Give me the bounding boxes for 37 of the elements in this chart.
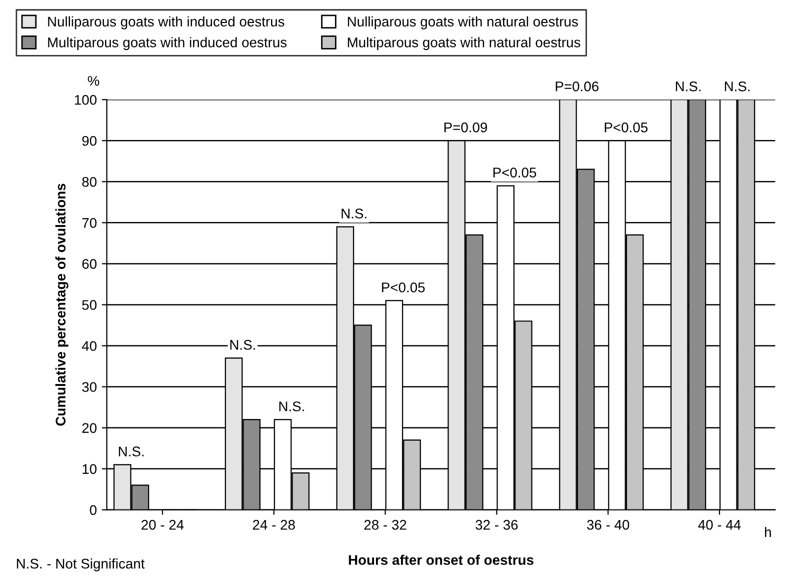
text: h (765, 526, 771, 538)
y-tick-label: 10 (82, 464, 97, 474)
x-tick-label: 24 - 28 (252, 520, 295, 530)
annotation: N.S. (342, 208, 366, 218)
legend-label: Multiparous goats with induced oestrus (48, 37, 287, 50)
text: N.S. (676, 81, 701, 92)
text: % (88, 76, 100, 86)
y-tick-label: 90 (82, 136, 97, 146)
annotation: P<0.05 (604, 122, 648, 132)
y-tick-label: 0 (90, 505, 97, 515)
x-tick-label: 40 - 44 (698, 520, 741, 530)
annotation: N.S. (230, 340, 255, 350)
annotation: P<0.05 (493, 168, 536, 178)
y-tick-label: 30 (82, 382, 97, 392)
x-tick-label: 36 - 40 (586, 520, 630, 530)
y-axis-title: Cumulative percentage of ovulations (55, 184, 68, 426)
x-tick-label: 28 - 32 (364, 520, 406, 530)
x-axis-title: Hours after onset of oestrus (348, 554, 534, 565)
y-tick-label: 80 (82, 176, 97, 187)
text: P=0.06 (556, 81, 598, 92)
legend-label: Multiparous goats with natural oestrus (348, 37, 580, 50)
y-tick-label: 100 (74, 94, 97, 105)
y-tick-label: 40 (82, 341, 97, 351)
annotation: P<0.05 (382, 282, 425, 292)
text: N.S. (724, 81, 750, 92)
text: N.S. - Not Significant (16, 558, 145, 572)
y-tick-label: 50 (82, 300, 97, 310)
legend-label: Nulliparous goats with induced oestrus (48, 16, 284, 30)
annotation: P=0.09 (444, 122, 488, 132)
legend-label: Nulliparous goats with natural oestrus (348, 16, 578, 30)
annotation: N.S. (118, 446, 144, 456)
x-tick-label: 32 - 36 (476, 520, 518, 530)
y-tick-label: 20 (82, 423, 97, 433)
y-tick-label: 70 (82, 218, 97, 228)
x-tick-label: 20 - 24 (142, 520, 184, 530)
annotation: N.S. (279, 401, 304, 412)
y-tick-label: 60 (82, 259, 97, 269)
